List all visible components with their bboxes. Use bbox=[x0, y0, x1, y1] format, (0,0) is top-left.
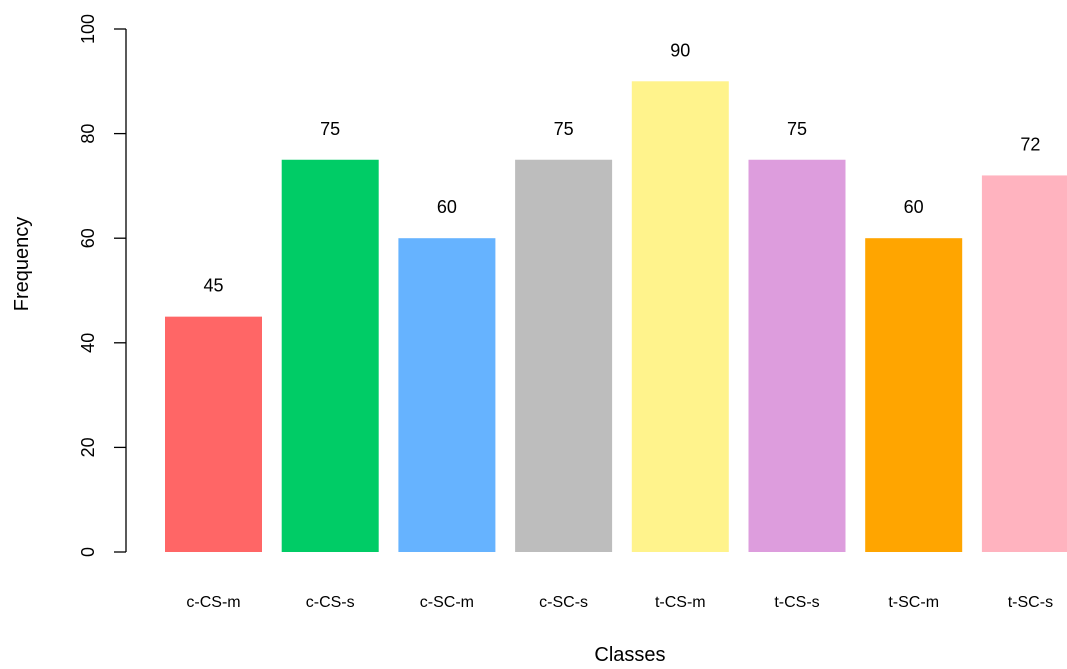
bars-group bbox=[165, 81, 1067, 553]
value-label: 90 bbox=[670, 40, 690, 60]
bar-c-CS-s bbox=[281, 159, 379, 552]
y-tick-label: 40 bbox=[78, 333, 98, 353]
bar-t-CS-s bbox=[748, 159, 846, 552]
bar-t-SC-m bbox=[865, 238, 963, 552]
value-label: 45 bbox=[203, 276, 223, 296]
category-label: t-SC-m bbox=[888, 594, 939, 611]
y-tick-label: 100 bbox=[78, 14, 98, 44]
bar-t-SC-s bbox=[981, 175, 1067, 552]
category-label: c-SC-s bbox=[539, 594, 588, 611]
value-label: 60 bbox=[437, 197, 457, 217]
category-labels-group: c-CS-m c-CS-s c-SC-m c-SC-s t-CS-m t-CS-s t-SC… bbox=[186, 594, 1053, 611]
category-label: t-CS-s bbox=[774, 594, 819, 611]
bar-t-CS-m bbox=[631, 81, 729, 553]
bar-c-CS-m bbox=[165, 316, 262, 552]
bar-c-SC-m bbox=[398, 238, 496, 552]
y-tick-label: 20 bbox=[78, 437, 98, 457]
value-label: 75 bbox=[554, 119, 574, 139]
value-labels-group: 45 75 60 75 90 75 60 72 bbox=[203, 40, 1040, 295]
x-axis-title: Classes bbox=[594, 644, 665, 666]
value-label: 72 bbox=[1020, 134, 1040, 154]
category-label: c-SC-m bbox=[420, 594, 474, 611]
category-label: t-SC-s bbox=[1008, 594, 1053, 611]
y-axis-title: Frequency bbox=[11, 217, 33, 312]
bar-c-SC-s bbox=[515, 159, 613, 552]
value-label: 60 bbox=[904, 197, 924, 217]
category-label: t-CS-m bbox=[655, 594, 706, 611]
category-label: c-CS-s bbox=[306, 594, 355, 611]
y-tick-label: 0 bbox=[78, 547, 98, 557]
y-tick-label: 60 bbox=[78, 228, 98, 248]
category-label: c-CS-m bbox=[186, 594, 240, 611]
value-label: 75 bbox=[787, 119, 807, 139]
y-axis: 0 20 40 60 80 100 bbox=[78, 14, 127, 557]
value-label: 75 bbox=[320, 119, 340, 139]
y-tick-label: 80 bbox=[78, 124, 98, 144]
